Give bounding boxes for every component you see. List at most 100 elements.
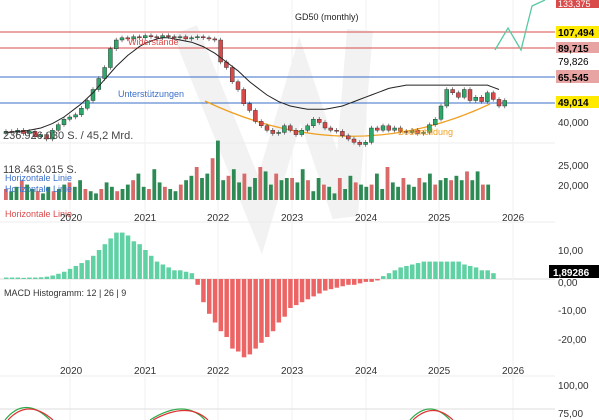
volume-bar (443, 178, 448, 200)
volume-bar (322, 184, 326, 200)
svg-text:2022: 2022 (207, 213, 230, 224)
macd-bar (323, 279, 328, 291)
volume-bar (94, 193, 98, 200)
candle (282, 125, 287, 133)
macd-bar (160, 264, 166, 279)
macd-bar (346, 279, 351, 285)
macd-bar (27, 277, 32, 279)
volume-bar (157, 182, 162, 200)
volume-bar (115, 191, 120, 200)
candle (102, 67, 107, 79)
volume-bar (433, 184, 438, 200)
volume-bar (359, 184, 363, 200)
macd-bar (9, 277, 15, 279)
volume-bar (152, 169, 157, 200)
macd-bar (207, 279, 212, 314)
macd-bar (439, 261, 444, 279)
candle (380, 125, 386, 131)
macd-bar (485, 270, 490, 279)
macd-bar (15, 277, 21, 279)
macd-axis-m20: -20,00 (558, 335, 587, 346)
candle (467, 89, 473, 101)
macd-bar (178, 270, 183, 279)
candle (334, 129, 339, 132)
candle (328, 127, 333, 131)
macd-bar (479, 270, 485, 279)
macd-bar (288, 279, 293, 308)
candle (154, 36, 160, 39)
volume-bar (25, 184, 29, 200)
volume-bar (110, 186, 114, 200)
candle (259, 121, 264, 127)
macd-bar (404, 265, 409, 279)
candle (415, 129, 420, 134)
macd-bar (381, 276, 386, 279)
macd-bar (265, 279, 270, 337)
candle (375, 127, 380, 131)
macd-bar (85, 260, 90, 279)
macd-bar (67, 268, 73, 279)
macd-bar (444, 261, 450, 279)
candle (288, 125, 293, 131)
volume-bar (353, 182, 358, 200)
candle (398, 127, 403, 132)
watermark (172, 25, 373, 255)
osc-axis-75: 75,00 (558, 409, 583, 420)
volume-bar (290, 178, 294, 200)
macd-bar (427, 261, 432, 279)
macd-bar (230, 279, 235, 349)
svg-text:2023: 2023 (281, 213, 304, 224)
support-label: Unterstützungen (118, 89, 184, 99)
volume-bar (242, 173, 247, 200)
candle (247, 103, 252, 111)
volume-bar (231, 169, 236, 200)
macd-axis-m10: -10,00 (558, 306, 587, 317)
volume-bar (364, 186, 369, 200)
svg-text:2024: 2024 (355, 213, 378, 224)
macd-bar (491, 273, 496, 279)
candle (189, 37, 194, 40)
svg-text:2020: 2020 (60, 213, 83, 224)
volume-bar (221, 180, 226, 200)
macd-bar (398, 267, 403, 279)
svg-text:133,375: 133,375 (558, 0, 591, 9)
svg-text:2026: 2026 (502, 213, 525, 224)
macd-bar (91, 255, 96, 279)
volume-bar (401, 178, 406, 200)
macd-bar (224, 279, 229, 337)
candle (183, 36, 189, 40)
candle (235, 81, 241, 90)
macd-bar (38, 277, 44, 279)
candle (113, 39, 119, 50)
volume-label-top: 236.926.030 S. / 45,2 Mrd. (3, 130, 133, 142)
volume-bar (72, 186, 77, 200)
macd-bar (259, 279, 264, 343)
macd-bar (340, 279, 345, 287)
candle (433, 118, 438, 125)
candle (125, 37, 131, 40)
volume-bar (311, 191, 316, 200)
macd-bar (236, 279, 241, 352)
volume-bar (216, 140, 220, 200)
candle (311, 118, 316, 126)
candle (363, 142, 368, 145)
candle (108, 48, 113, 68)
macd-bar (294, 279, 299, 306)
macd-bar (96, 250, 102, 279)
volume-bar (184, 180, 188, 200)
projection-line (494, 0, 546, 52)
volume-bar (337, 178, 342, 200)
macd-bar (386, 273, 392, 279)
volume-bar (332, 193, 337, 200)
candles (3, 33, 507, 147)
macd-bar (137, 244, 142, 279)
candle (212, 38, 218, 41)
macd-bar (282, 279, 287, 317)
macd-bar (172, 270, 177, 279)
volume-bar (422, 182, 427, 200)
macd-bar (317, 279, 322, 294)
candle (462, 89, 467, 98)
volume-bars (4, 140, 491, 200)
volume-bar (269, 184, 273, 200)
gd50-label: GD50 (monthly) (295, 12, 359, 22)
